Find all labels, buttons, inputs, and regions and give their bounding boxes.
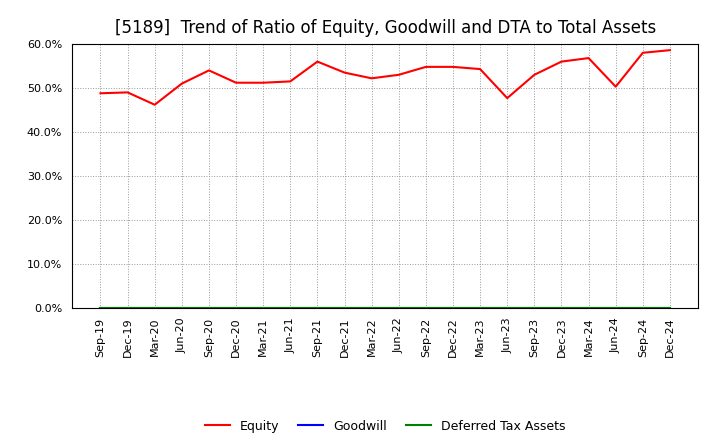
Equity: [449, 64, 457, 70]
Equity: [123, 90, 132, 95]
Equity: [557, 59, 566, 64]
Goodwill: [639, 305, 647, 311]
Equity: [611, 84, 620, 89]
Equity: [395, 72, 403, 77]
Goodwill: [503, 305, 511, 311]
Equity: [286, 79, 294, 84]
Equity: [341, 70, 349, 75]
Goodwill: [611, 305, 620, 311]
Equity: [639, 50, 647, 55]
Deferred Tax Assets: [639, 305, 647, 311]
Equity: [476, 66, 485, 72]
Deferred Tax Assets: [530, 305, 539, 311]
Line: Equity: Equity: [101, 50, 670, 105]
Goodwill: [341, 305, 349, 311]
Equity: [313, 59, 322, 64]
Deferred Tax Assets: [286, 305, 294, 311]
Deferred Tax Assets: [178, 305, 186, 311]
Equity: [259, 80, 268, 85]
Deferred Tax Assets: [367, 305, 376, 311]
Equity: [232, 80, 240, 85]
Deferred Tax Assets: [313, 305, 322, 311]
Deferred Tax Assets: [96, 305, 105, 311]
Deferred Tax Assets: [503, 305, 511, 311]
Goodwill: [449, 305, 457, 311]
Equity: [665, 48, 674, 53]
Goodwill: [313, 305, 322, 311]
Deferred Tax Assets: [476, 305, 485, 311]
Goodwill: [476, 305, 485, 311]
Goodwill: [178, 305, 186, 311]
Goodwill: [232, 305, 240, 311]
Deferred Tax Assets: [395, 305, 403, 311]
Equity: [421, 64, 430, 70]
Goodwill: [259, 305, 268, 311]
Deferred Tax Assets: [232, 305, 240, 311]
Goodwill: [395, 305, 403, 311]
Deferred Tax Assets: [584, 305, 593, 311]
Equity: [584, 55, 593, 61]
Goodwill: [96, 305, 105, 311]
Goodwill: [665, 305, 674, 311]
Equity: [367, 76, 376, 81]
Equity: [503, 95, 511, 101]
Title: [5189]  Trend of Ratio of Equity, Goodwill and DTA to Total Assets: [5189] Trend of Ratio of Equity, Goodwil…: [114, 19, 656, 37]
Deferred Tax Assets: [665, 305, 674, 311]
Equity: [96, 91, 105, 96]
Deferred Tax Assets: [557, 305, 566, 311]
Goodwill: [367, 305, 376, 311]
Goodwill: [530, 305, 539, 311]
Legend: Equity, Goodwill, Deferred Tax Assets: Equity, Goodwill, Deferred Tax Assets: [200, 414, 570, 437]
Deferred Tax Assets: [421, 305, 430, 311]
Goodwill: [557, 305, 566, 311]
Goodwill: [150, 305, 159, 311]
Equity: [530, 72, 539, 77]
Equity: [204, 68, 213, 73]
Deferred Tax Assets: [123, 305, 132, 311]
Goodwill: [421, 305, 430, 311]
Deferred Tax Assets: [341, 305, 349, 311]
Deferred Tax Assets: [204, 305, 213, 311]
Equity: [150, 102, 159, 107]
Deferred Tax Assets: [150, 305, 159, 311]
Equity: [178, 81, 186, 86]
Goodwill: [123, 305, 132, 311]
Deferred Tax Assets: [611, 305, 620, 311]
Deferred Tax Assets: [259, 305, 268, 311]
Deferred Tax Assets: [449, 305, 457, 311]
Goodwill: [286, 305, 294, 311]
Goodwill: [204, 305, 213, 311]
Goodwill: [584, 305, 593, 311]
